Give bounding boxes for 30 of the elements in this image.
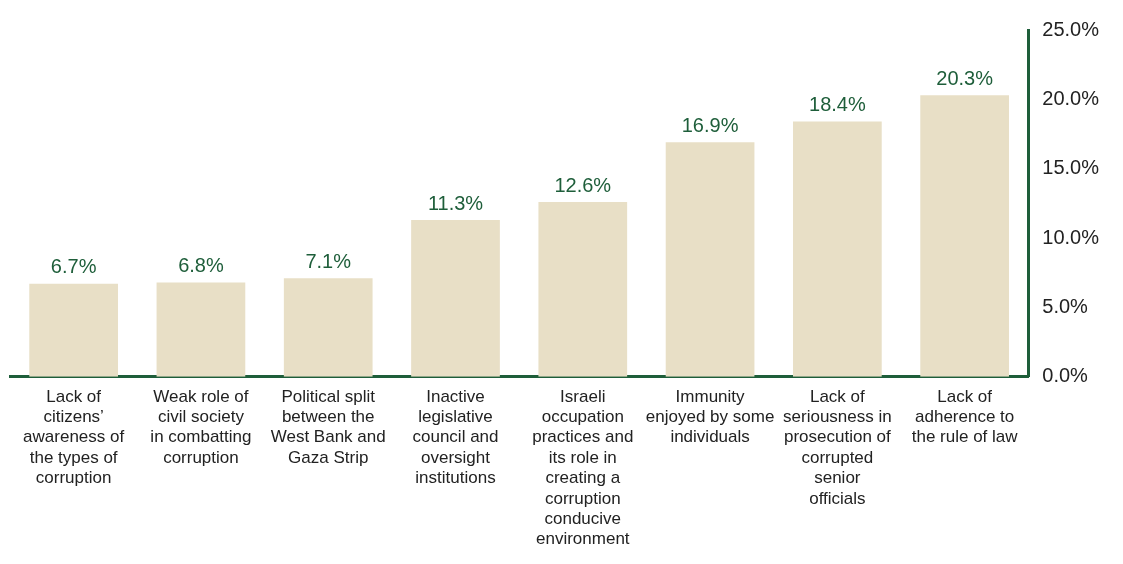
x-tick-label: Immunity enjoyed by some individuals — [645, 386, 775, 447]
x-tick-label: Lack of seriousness in prosecution of corrupted senior officials — [783, 386, 892, 508]
data-label: 12.6% — [554, 173, 612, 196]
data-label: 18.4% — [809, 93, 866, 116]
x-tick-label: Lack of adherence to the rule of law — [911, 386, 1019, 447]
bar — [538, 202, 628, 377]
bar — [665, 142, 755, 377]
data-label: 16.9% — [681, 113, 739, 136]
bar — [411, 220, 500, 377]
bar — [29, 283, 118, 377]
y-tick-label: 25.0% — [1042, 17, 1100, 40]
y-tick-label: 0.0% — [1042, 364, 1089, 387]
x-tick-label: Weak role of civil society in combatting corruption — [150, 386, 252, 467]
data-label: 7.1% — [305, 249, 352, 272]
x-tick-label: Israeli occupation practices and its role in creating a corruption conducive environment — [532, 386, 634, 549]
y-tick-label: 15.0% — [1042, 156, 1100, 179]
y-tick-label: 20.0% — [1042, 86, 1100, 109]
bar — [156, 282, 246, 377]
x-tick-label: Inactive legislative council and oversight institutions — [412, 386, 499, 488]
data-label: 6.7% — [50, 255, 97, 278]
bar — [283, 278, 373, 377]
data-label: 6.8% — [178, 253, 224, 276]
bar — [793, 121, 882, 377]
bar — [920, 95, 1010, 377]
data-label: 20.3% — [936, 66, 994, 89]
data-label: 11.3% — [427, 191, 484, 214]
y-tick-label: 5.0% — [1042, 294, 1089, 317]
y-tick-label: 10.0% — [1042, 225, 1100, 248]
x-tick-label: Lack of citizens’ awareness of the types of corruption — [23, 386, 125, 488]
x-tick-label: Political split between the West Bank and Gaza Strip — [270, 386, 386, 467]
